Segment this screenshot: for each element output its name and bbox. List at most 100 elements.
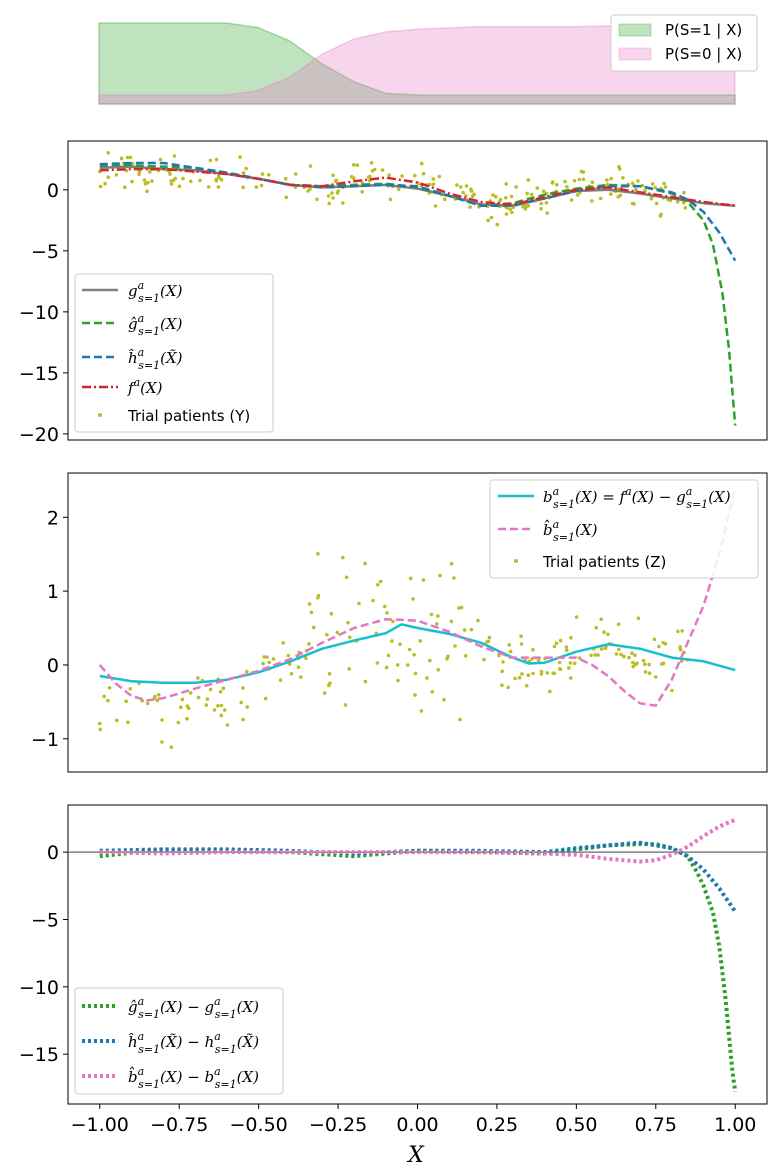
scatter-point <box>510 210 514 215</box>
scatter-point <box>196 695 201 700</box>
scatter-point <box>497 653 501 658</box>
scatter-point <box>627 655 631 660</box>
scatter-point <box>630 201 635 206</box>
scatter-point <box>287 662 292 666</box>
scatter-point <box>155 698 159 703</box>
scatter-point <box>347 667 352 671</box>
scatter-point <box>223 708 227 712</box>
scatter-point <box>541 189 546 193</box>
scatter-point <box>208 158 213 163</box>
scatter-point <box>375 661 380 665</box>
legend-label-f: fa(X) <box>127 376 163 397</box>
scatter-point <box>647 671 652 675</box>
scatter-point <box>299 675 303 679</box>
series-line-bdiff <box>99 817 736 864</box>
legend-label-y: Trial patients (Y) <box>127 407 250 425</box>
scatter-point <box>486 218 491 223</box>
scatter-point <box>421 578 426 582</box>
scatter-point <box>633 653 637 657</box>
scatter-point <box>550 181 555 185</box>
scatter-point <box>397 187 401 192</box>
scatter-point <box>640 183 645 188</box>
scatter-point <box>185 716 189 721</box>
x-tick-label-3: −0.25 <box>309 1114 367 1136</box>
scatter-point <box>442 697 446 702</box>
scatter-point <box>539 201 544 206</box>
scatter-point <box>468 205 472 209</box>
scatter-point <box>341 201 345 205</box>
scatter-point <box>678 645 682 649</box>
scatter-point <box>128 687 132 691</box>
scatter-point <box>239 700 243 705</box>
scatter-point <box>458 717 462 722</box>
scatter-point <box>245 669 249 674</box>
scatter-point <box>650 182 655 186</box>
scatter-point <box>683 206 688 210</box>
outcome-legend: ga s=1(X) ĝa s=1(X) ĥa s=1(X̃) fa(X) Trial … <box>74 273 274 433</box>
scatter-point <box>569 198 574 202</box>
scatter-point <box>636 616 641 621</box>
scatter-point <box>436 614 440 618</box>
scatter-point <box>357 601 361 606</box>
scatter-point <box>658 214 663 218</box>
scatter-point <box>218 690 223 694</box>
scatter-point <box>146 180 150 185</box>
scatter-point <box>208 687 213 692</box>
scatter-point <box>413 693 417 697</box>
scatter-point <box>679 659 684 663</box>
scatter-point <box>180 697 185 702</box>
scatter-point <box>333 179 338 183</box>
y-tick-label-2-3: 2 <box>47 507 59 529</box>
scatter-point <box>130 179 134 184</box>
scatter-point <box>598 196 603 201</box>
scatter-point <box>327 672 332 676</box>
scatter-point <box>106 698 110 703</box>
scatter-point <box>436 668 441 672</box>
outcome-legend-box <box>74 273 274 433</box>
scatter-point <box>572 179 577 183</box>
scatter-point <box>682 190 686 195</box>
density-area-0 <box>98 22 736 105</box>
scatter-point <box>214 157 219 162</box>
scatter-point <box>225 723 230 727</box>
scatter-point <box>609 176 613 181</box>
scatter-point <box>189 179 193 184</box>
scatter-point <box>517 675 522 680</box>
scatter-point <box>98 727 103 732</box>
scatter-point <box>457 606 461 610</box>
scatter-point <box>462 628 467 632</box>
scatter-point <box>487 635 492 640</box>
scatter-point <box>407 647 412 652</box>
scatter-point <box>643 662 647 666</box>
scatter-point <box>676 629 680 634</box>
scatter-point <box>472 192 477 197</box>
scatter-point <box>385 611 389 615</box>
y-tick-label-2-2: 1 <box>47 581 59 603</box>
scatter-point <box>602 630 606 634</box>
density-legend: P(S=1 | X) P(S=0 | X) <box>610 14 758 72</box>
scatter-point <box>158 157 163 162</box>
scatter-point <box>123 185 127 190</box>
scatter-point <box>421 171 426 176</box>
scatter-point <box>263 696 268 701</box>
scatter-point <box>219 177 224 182</box>
scatter-point <box>241 717 245 722</box>
scatter-point <box>241 171 246 175</box>
y-tick-label-1-2: −10 <box>19 302 59 324</box>
scatter-point <box>398 642 402 646</box>
scatter-point <box>418 639 423 643</box>
scatter-point <box>278 678 283 682</box>
scatter-point <box>216 185 221 189</box>
scatter-point <box>431 182 436 186</box>
x-tick-label-7: 0.75 <box>635 1114 677 1136</box>
x-tick-label-0: −1.00 <box>71 1114 129 1136</box>
scatter-point <box>531 648 535 652</box>
scatter-point <box>360 190 365 194</box>
scatter-point <box>219 713 224 718</box>
scatter-point <box>311 625 316 630</box>
scatter-point <box>501 660 505 664</box>
scatter-point <box>160 740 164 744</box>
scatter-point <box>325 632 329 637</box>
scatter-point <box>514 185 518 189</box>
legend-swatch-p-s0 <box>618 47 652 61</box>
